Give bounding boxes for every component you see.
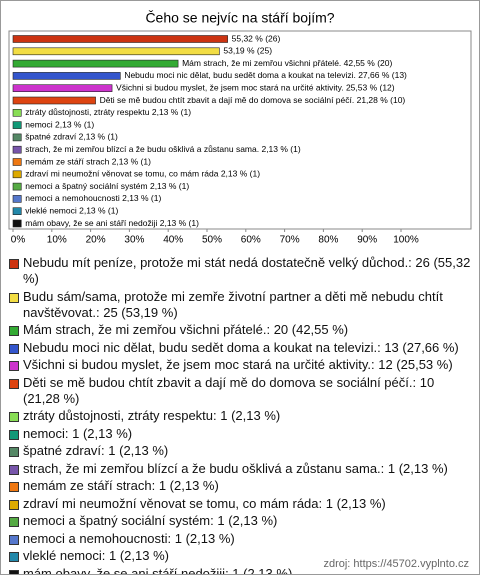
- legend-swatch: [9, 343, 19, 354]
- data-label: mám obavy, že se ani stáří nedožiji 2,13…: [25, 218, 199, 228]
- data-label: Nebudu moci nic dělat, budu sedět doma a…: [124, 70, 407, 80]
- legend-swatch: [9, 361, 19, 371]
- legend-label: špatné zdraví: 1 (2,13 %): [23, 443, 169, 458]
- legend-item: vleklé nemoci: 1 (2,13 %): [9, 548, 471, 564]
- bar: [12, 35, 228, 43]
- bar: [12, 195, 22, 203]
- legend-swatch: [9, 378, 19, 389]
- legend-label: vleklé nemoci: 1 (2,13 %): [23, 548, 169, 563]
- legend-item: nemoci a nemohoucnosti: 1 (2,13 %): [9, 531, 471, 547]
- bar: [12, 158, 22, 166]
- legend-swatch: [9, 569, 19, 574]
- bar: [12, 182, 22, 191]
- chart: Čeho se nejvíc na stáří bojím? 0% 10% 20% 3…: [8, 10, 472, 246]
- data-label: ztráty důstojnosti, ztráty respektu 2,13…: [25, 107, 191, 117]
- legend-label: nemám ze stáří strach: 1 (2,13 %): [23, 478, 219, 493]
- data-label: vleklé nemoci 2,13 % (1): [25, 205, 118, 215]
- legend-item: ztráty důstojnosti, ztráty respektu: 1 (…: [9, 408, 471, 424]
- legend-label: mám obavy, že se ani stáří nedožiji: 1 (…: [23, 565, 293, 575]
- bar: [12, 96, 96, 105]
- x-tick-label: 80%: [318, 235, 338, 246]
- legend-item: mám obavy, že se ani stáří nedožiji: 1 (…: [9, 565, 471, 575]
- legend-label: Děti se mě budou chtít zbavit a dají mě …: [23, 374, 435, 406]
- data-label: nemoci 2,13 % (1): [25, 119, 94, 129]
- data-label: Mám strach, že mi zemřou všichni přátelé…: [182, 58, 392, 68]
- bar: [12, 72, 121, 80]
- legend: Nebudu mít peníze, protože mi stát nedá …: [9, 255, 471, 575]
- legend-item: nemoci a špatný sociální systém: 1 (2,13…: [9, 513, 471, 529]
- legend-label: Nebudu mít peníze, protože mi stát nedá …: [23, 255, 471, 286]
- legend-swatch: [9, 517, 19, 527]
- data-label: nemoci a špatný sociální systém 2,13 % (…: [25, 181, 189, 191]
- bar: [12, 84, 113, 92]
- legend-item: špatné zdraví: 1 (2,13 %): [9, 443, 471, 459]
- legend-label: nemoci: 1 (2,13 %): [23, 425, 133, 441]
- source: zdroj: https://45702.vyplnto.cz: [323, 558, 469, 570]
- legend-label: nemoci a nemohoucnosti: 1 (2,13 %): [23, 530, 235, 546]
- legend-item: Všichni si budou myslet, že jsem moc sta…: [9, 357, 471, 373]
- data-label: strach, že mi zemřou blízcí a že budu oš…: [25, 144, 301, 154]
- x-tick-label: 70%: [280, 235, 300, 246]
- legend-swatch: [9, 482, 19, 492]
- legend-item: nemám ze stáří strach: 1 (2,13 %): [9, 478, 471, 494]
- chart-title: Čeho se nejvíc na stáří bojím?: [145, 10, 334, 26]
- data-label: Všichni si budou myslet, že jsem moc sta…: [116, 82, 395, 92]
- legend-item: nemoci: 1 (2,13 %): [9, 426, 471, 442]
- legend-item: Mám strach, že mi zemřou všichni přátelé…: [9, 322, 471, 338]
- legend-item: zdraví mi neumožní věnovat se tomu, co m…: [9, 496, 471, 512]
- legend-label: Nebudu moci nic dělat, budu sedět doma a…: [23, 339, 459, 355]
- x-tick-label: 50%: [202, 235, 222, 246]
- bar: [12, 121, 22, 129]
- x-tick-label: 30%: [124, 235, 144, 246]
- x-tick-label: 0%: [11, 235, 26, 246]
- legend-label: strach, že mi zemřou blízcí a že budu oš…: [23, 460, 448, 476]
- legend-swatch: [9, 429, 19, 440]
- bar: [12, 109, 22, 117]
- legend-label: Mám strach, že mi zemřou všichni přátelé…: [23, 322, 349, 337]
- x-tick-label: 40%: [163, 235, 183, 246]
- legend-swatch: [9, 412, 19, 422]
- data-label: 53,19 % (25): [223, 46, 272, 56]
- bar: [12, 59, 179, 68]
- legend-label: Všichni si budou myslet, že jsem moc sta…: [23, 357, 453, 372]
- x-tick-label: 90%: [357, 235, 377, 246]
- legend-swatch: [9, 499, 19, 510]
- legend-swatch: [9, 552, 19, 562]
- bar: [12, 133, 22, 142]
- data-label: Děti se mě budou chtít zbavit a dají mě …: [100, 95, 406, 105]
- bar: [12, 47, 220, 56]
- legend-label: zdraví mi neumožní věnovat se tomu, co m…: [23, 495, 386, 511]
- legend-swatch: [9, 447, 19, 457]
- bar: [12, 145, 22, 154]
- x-tick-label: 20%: [86, 235, 106, 246]
- legend-label: nemoci a špatný sociální systém: 1 (2,13…: [23, 513, 278, 528]
- legend-swatch: [9, 259, 19, 269]
- legend-swatch: [9, 326, 19, 336]
- legend-label: Budu sám/sama, protože mi zemře životní …: [23, 288, 443, 320]
- legend-item: Děti se mě budou chtít zbavit a dají mě …: [9, 375, 471, 407]
- data-label: špatné zdraví 2,13 % (1): [25, 132, 118, 142]
- bar: [12, 207, 22, 215]
- data-label: 55,32 % (26): [232, 33, 281, 43]
- legend-item: Budu sám/sama, protože mi zemře životní …: [9, 289, 471, 321]
- bar: [12, 170, 22, 179]
- data-label: nemoci a nemohoucnosti 2,13 % (1): [25, 193, 161, 203]
- x-tick-label: 100%: [393, 235, 419, 246]
- legend-label: ztráty důstojnosti, ztráty respektu: 1 (…: [23, 408, 281, 423]
- bar: [12, 219, 22, 228]
- legend-item: Nebudu mít peníze, protože mi stát nedá …: [9, 255, 471, 287]
- legend-swatch: [9, 464, 19, 475]
- legend-item: Nebudu moci nic dělat, budu sedět doma a…: [9, 340, 471, 356]
- legend-swatch: [9, 534, 19, 545]
- x-tick-label: 10%: [47, 235, 67, 246]
- data-label: zdraví mi neumožní věnovat se tomu, co m…: [25, 169, 260, 179]
- x-tick-label: 60%: [241, 235, 261, 246]
- data-label: nemám ze stáří strach 2,13 % (1): [25, 156, 151, 166]
- legend-item: strach, že mi zemřou blízcí a že budu oš…: [9, 461, 471, 477]
- legend-swatch: [9, 292, 19, 303]
